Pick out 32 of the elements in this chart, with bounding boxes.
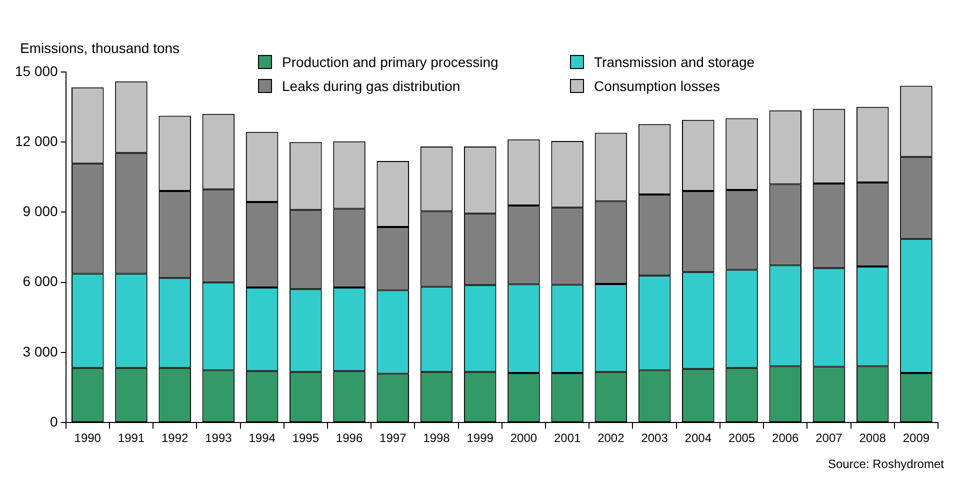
y-tick-label: 12 000	[14, 132, 58, 149]
x-tick-label: 1996	[336, 431, 363, 446]
legend-label: Consumption losses	[594, 78, 720, 94]
x-tick-label: 1997	[380, 431, 407, 446]
x-tick-label: 1991	[118, 431, 145, 446]
y-tick-label: 6 000	[22, 273, 58, 290]
x-tick-label: 1999	[466, 431, 494, 446]
x-tick-label: 2000	[510, 431, 538, 446]
y-tick-label: 0	[50, 413, 58, 430]
x-tick-label: 2007	[816, 431, 843, 446]
x-tick-label: 1993	[205, 431, 232, 446]
x-tick-label: 2002	[598, 431, 625, 446]
y-tick-label: 15 000	[14, 62, 58, 79]
x-tick-label: 1990	[74, 431, 102, 446]
x-tick-label: 2006	[772, 431, 800, 446]
x-tick-label: 2003	[641, 431, 668, 446]
x-tick-label: 1998	[423, 431, 450, 446]
x-tick-label: 1994	[248, 431, 276, 446]
legend-label: Transmission and storage	[594, 54, 755, 70]
x-tick-label: 2005	[728, 431, 756, 446]
legend-label: Production and primary processing	[282, 54, 498, 70]
x-tick-label: 2008	[859, 431, 886, 446]
legend-label: Leaks during gas distribution	[282, 78, 460, 94]
x-tick-label: 1992	[161, 431, 189, 446]
y-tick-label: 3 000	[22, 343, 58, 360]
y-tick-label: 9 000	[22, 203, 58, 220]
source-note: Source: Roshydromet	[828, 457, 944, 471]
y-axis-title: Emissions, thousand tons	[20, 40, 180, 56]
x-tick-label: 2004	[684, 431, 712, 446]
x-tick-label: 1995	[292, 431, 320, 446]
x-tick-label: 2009	[902, 431, 930, 446]
x-tick-label: 2001	[554, 431, 581, 446]
